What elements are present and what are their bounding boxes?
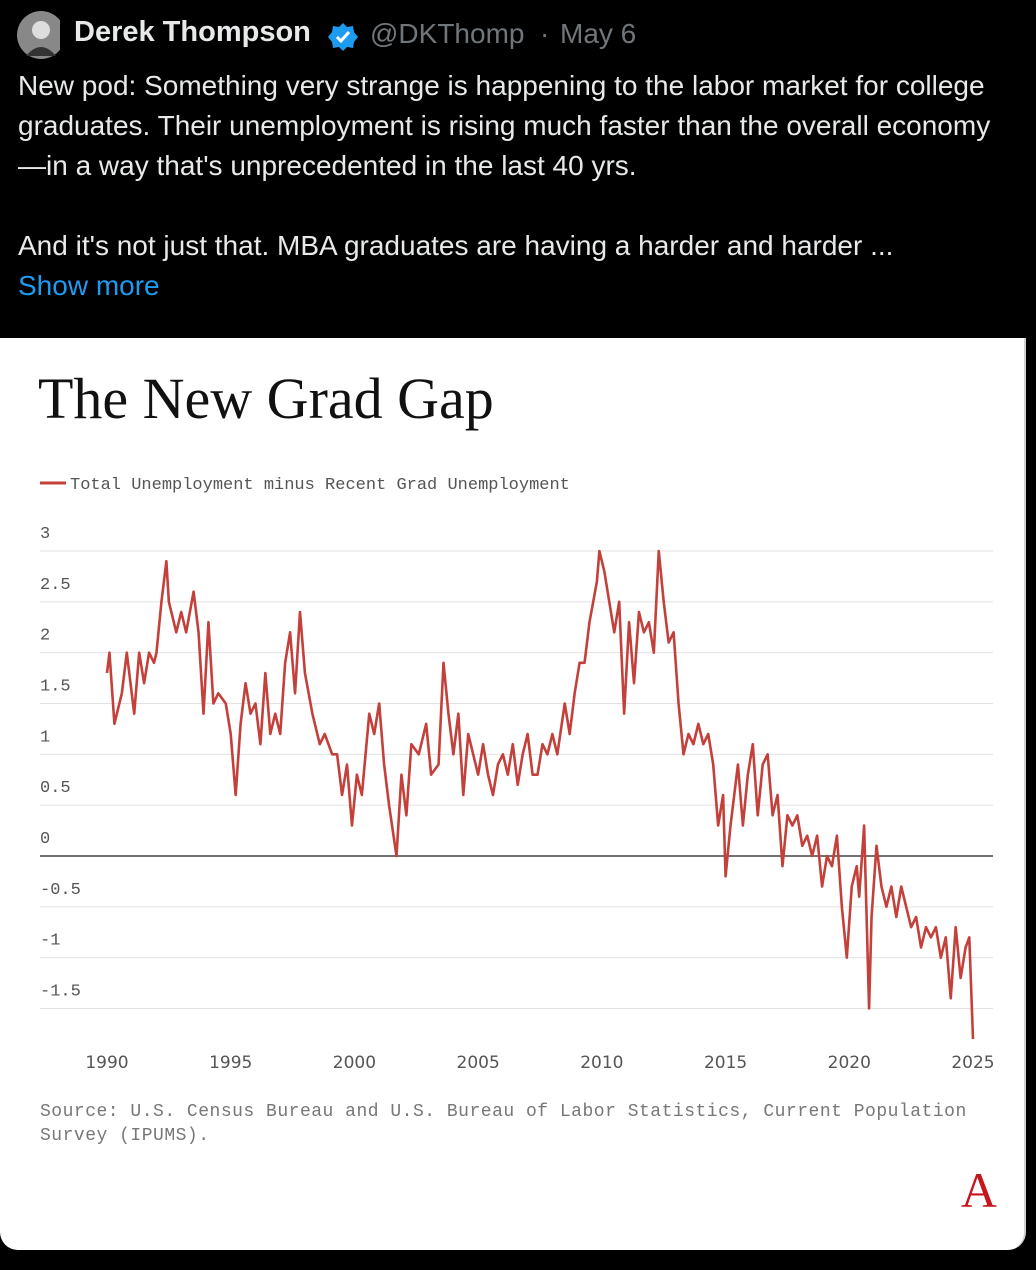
x-tick-label: 1995: [209, 1053, 252, 1073]
x-tick-label: 2015: [704, 1053, 747, 1073]
verified-badge: [328, 23, 358, 51]
y-tick-label: -1.5: [40, 983, 81, 1002]
x-tick-label: 2000: [333, 1053, 376, 1073]
tweet-paragraph: New pod: Something very strange is happe…: [18, 70, 991, 181]
avatar-icon[interactable]: [0, 0, 60, 70]
tweet-text: New pod: Something very strange is happe…: [18, 66, 1018, 306]
y-tick-label: 3: [40, 525, 50, 544]
show-more-link[interactable]: Show more: [18, 270, 160, 301]
avatar-body: [26, 47, 56, 56]
y-tick-label: 0.5: [40, 779, 71, 798]
chart-card[interactable]: [0, 338, 1026, 1250]
author-name[interactable]: Derek Thompson: [74, 16, 311, 48]
y-tick-label: 1.5: [40, 678, 71, 697]
y-tick-label: 1: [40, 728, 50, 747]
logo: A: [961, 1162, 997, 1218]
x-tick-label: 2020: [828, 1053, 871, 1073]
avatar-face: [32, 21, 50, 39]
chart-title: The New Grad Gap: [38, 366, 494, 431]
author-handle[interactable]: @DKThomp: [370, 18, 525, 49]
legend-label: Total Unemployment minus Recent Grad Une…: [70, 476, 570, 495]
x-tick-label: 1990: [85, 1053, 128, 1073]
x-tick-label: 2005: [457, 1053, 500, 1073]
tweet-paragraph: And it's not just that. MBA graduates ar…: [18, 230, 894, 261]
tweet-date[interactable]: May 6: [560, 18, 637, 49]
data-line: [105, 549, 975, 1040]
y-tick-label: -0.5: [40, 881, 81, 900]
y-tick-label: -1: [40, 932, 60, 951]
y-tick-label: 0: [40, 830, 50, 849]
chart-source: Source: U.S. Census Bureau and U.S. Bure…: [40, 1102, 967, 1146]
separator: ·: [540, 18, 550, 49]
x-tick-label: 2025: [951, 1053, 994, 1073]
y-tick-label: 2.5: [40, 576, 71, 595]
x-tick-label: 2010: [580, 1053, 623, 1073]
y-tick-label: 2: [40, 627, 50, 646]
